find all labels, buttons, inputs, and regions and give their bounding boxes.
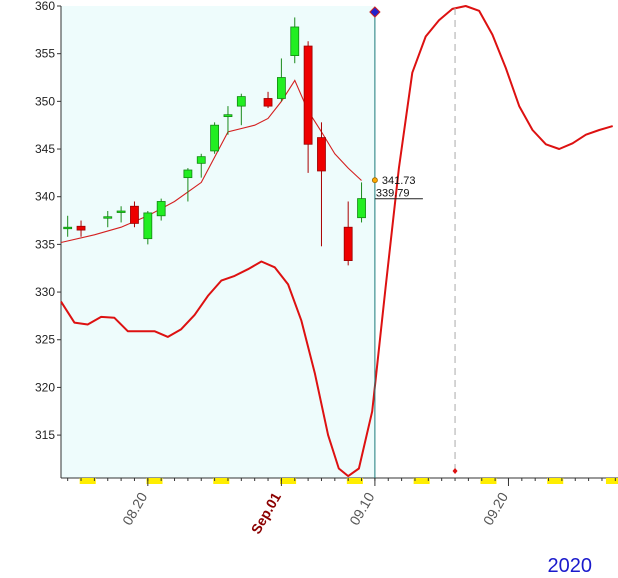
candle-body: [263, 98, 273, 107]
weekend-marker: [146, 478, 163, 484]
candle-body: [343, 226, 353, 261]
year-label: 2020: [547, 555, 593, 577]
x-tick-label: 09.10: [346, 489, 377, 528]
ma-value-label: 341.73: [382, 175, 416, 187]
y-tick-label: 320: [35, 380, 55, 394]
y-axis: 360 355 350 345 340 335 330 325 320 315: [35, 0, 61, 442]
candle-body: [116, 210, 126, 213]
forecast-curve: [60, 5, 613, 478]
candle-body: [276, 77, 286, 99]
weekend-marker: [79, 478, 96, 484]
forecast-layer: [60, 5, 613, 478]
x-axis: 08.20 Sep.01 09.10 09.20: [67, 478, 618, 537]
y-tick-label: 340: [35, 190, 55, 204]
candle-body: [303, 45, 313, 145]
candle-body: [317, 137, 326, 172]
candle-body: [196, 156, 206, 164]
close-price-label: 339.79: [376, 188, 410, 200]
x-tick-label: 08.20: [119, 489, 150, 528]
y-tick-label: 315: [35, 428, 55, 442]
weekend-marker: [605, 478, 618, 484]
candle-body: [103, 216, 113, 219]
candle-body: [357, 198, 366, 219]
candle-body: [130, 205, 139, 224]
forecast-peak-marker: [452, 468, 458, 474]
candle-body: [156, 201, 166, 217]
weekend-marker: [213, 478, 230, 484]
candle-body: [183, 169, 193, 179]
y-tick-label: 325: [35, 333, 55, 347]
candle-body: [76, 225, 86, 231]
weekend-marker: [280, 478, 297, 484]
crosshair-diamond-marker: [369, 6, 381, 18]
history-shaded-region: [61, 6, 375, 478]
x-tick-label: Sep.01: [248, 489, 285, 536]
candle-body: [290, 26, 300, 56]
candle-body: [143, 212, 153, 240]
candles-layer: [63, 17, 366, 266]
candle-body: [210, 124, 220, 152]
weekend-marker: [413, 478, 430, 484]
weekend-marker: [346, 478, 363, 484]
y-tick-label: 345: [35, 142, 55, 156]
y-tick-label: 335: [35, 237, 55, 251]
y-tick-label: 355: [35, 47, 55, 61]
y-tick-label: 350: [35, 94, 55, 108]
y-tick-label: 330: [35, 285, 55, 299]
y-tick-label: 360: [35, 0, 55, 13]
candle-body: [63, 226, 73, 230]
ma-value-dot: [371, 177, 378, 184]
candle-body: [236, 96, 246, 107]
weekend-marker: [480, 478, 497, 484]
x-tick-label: 09.20: [480, 489, 511, 528]
weekend-marker: [547, 478, 564, 484]
candle-body: [223, 114, 233, 118]
